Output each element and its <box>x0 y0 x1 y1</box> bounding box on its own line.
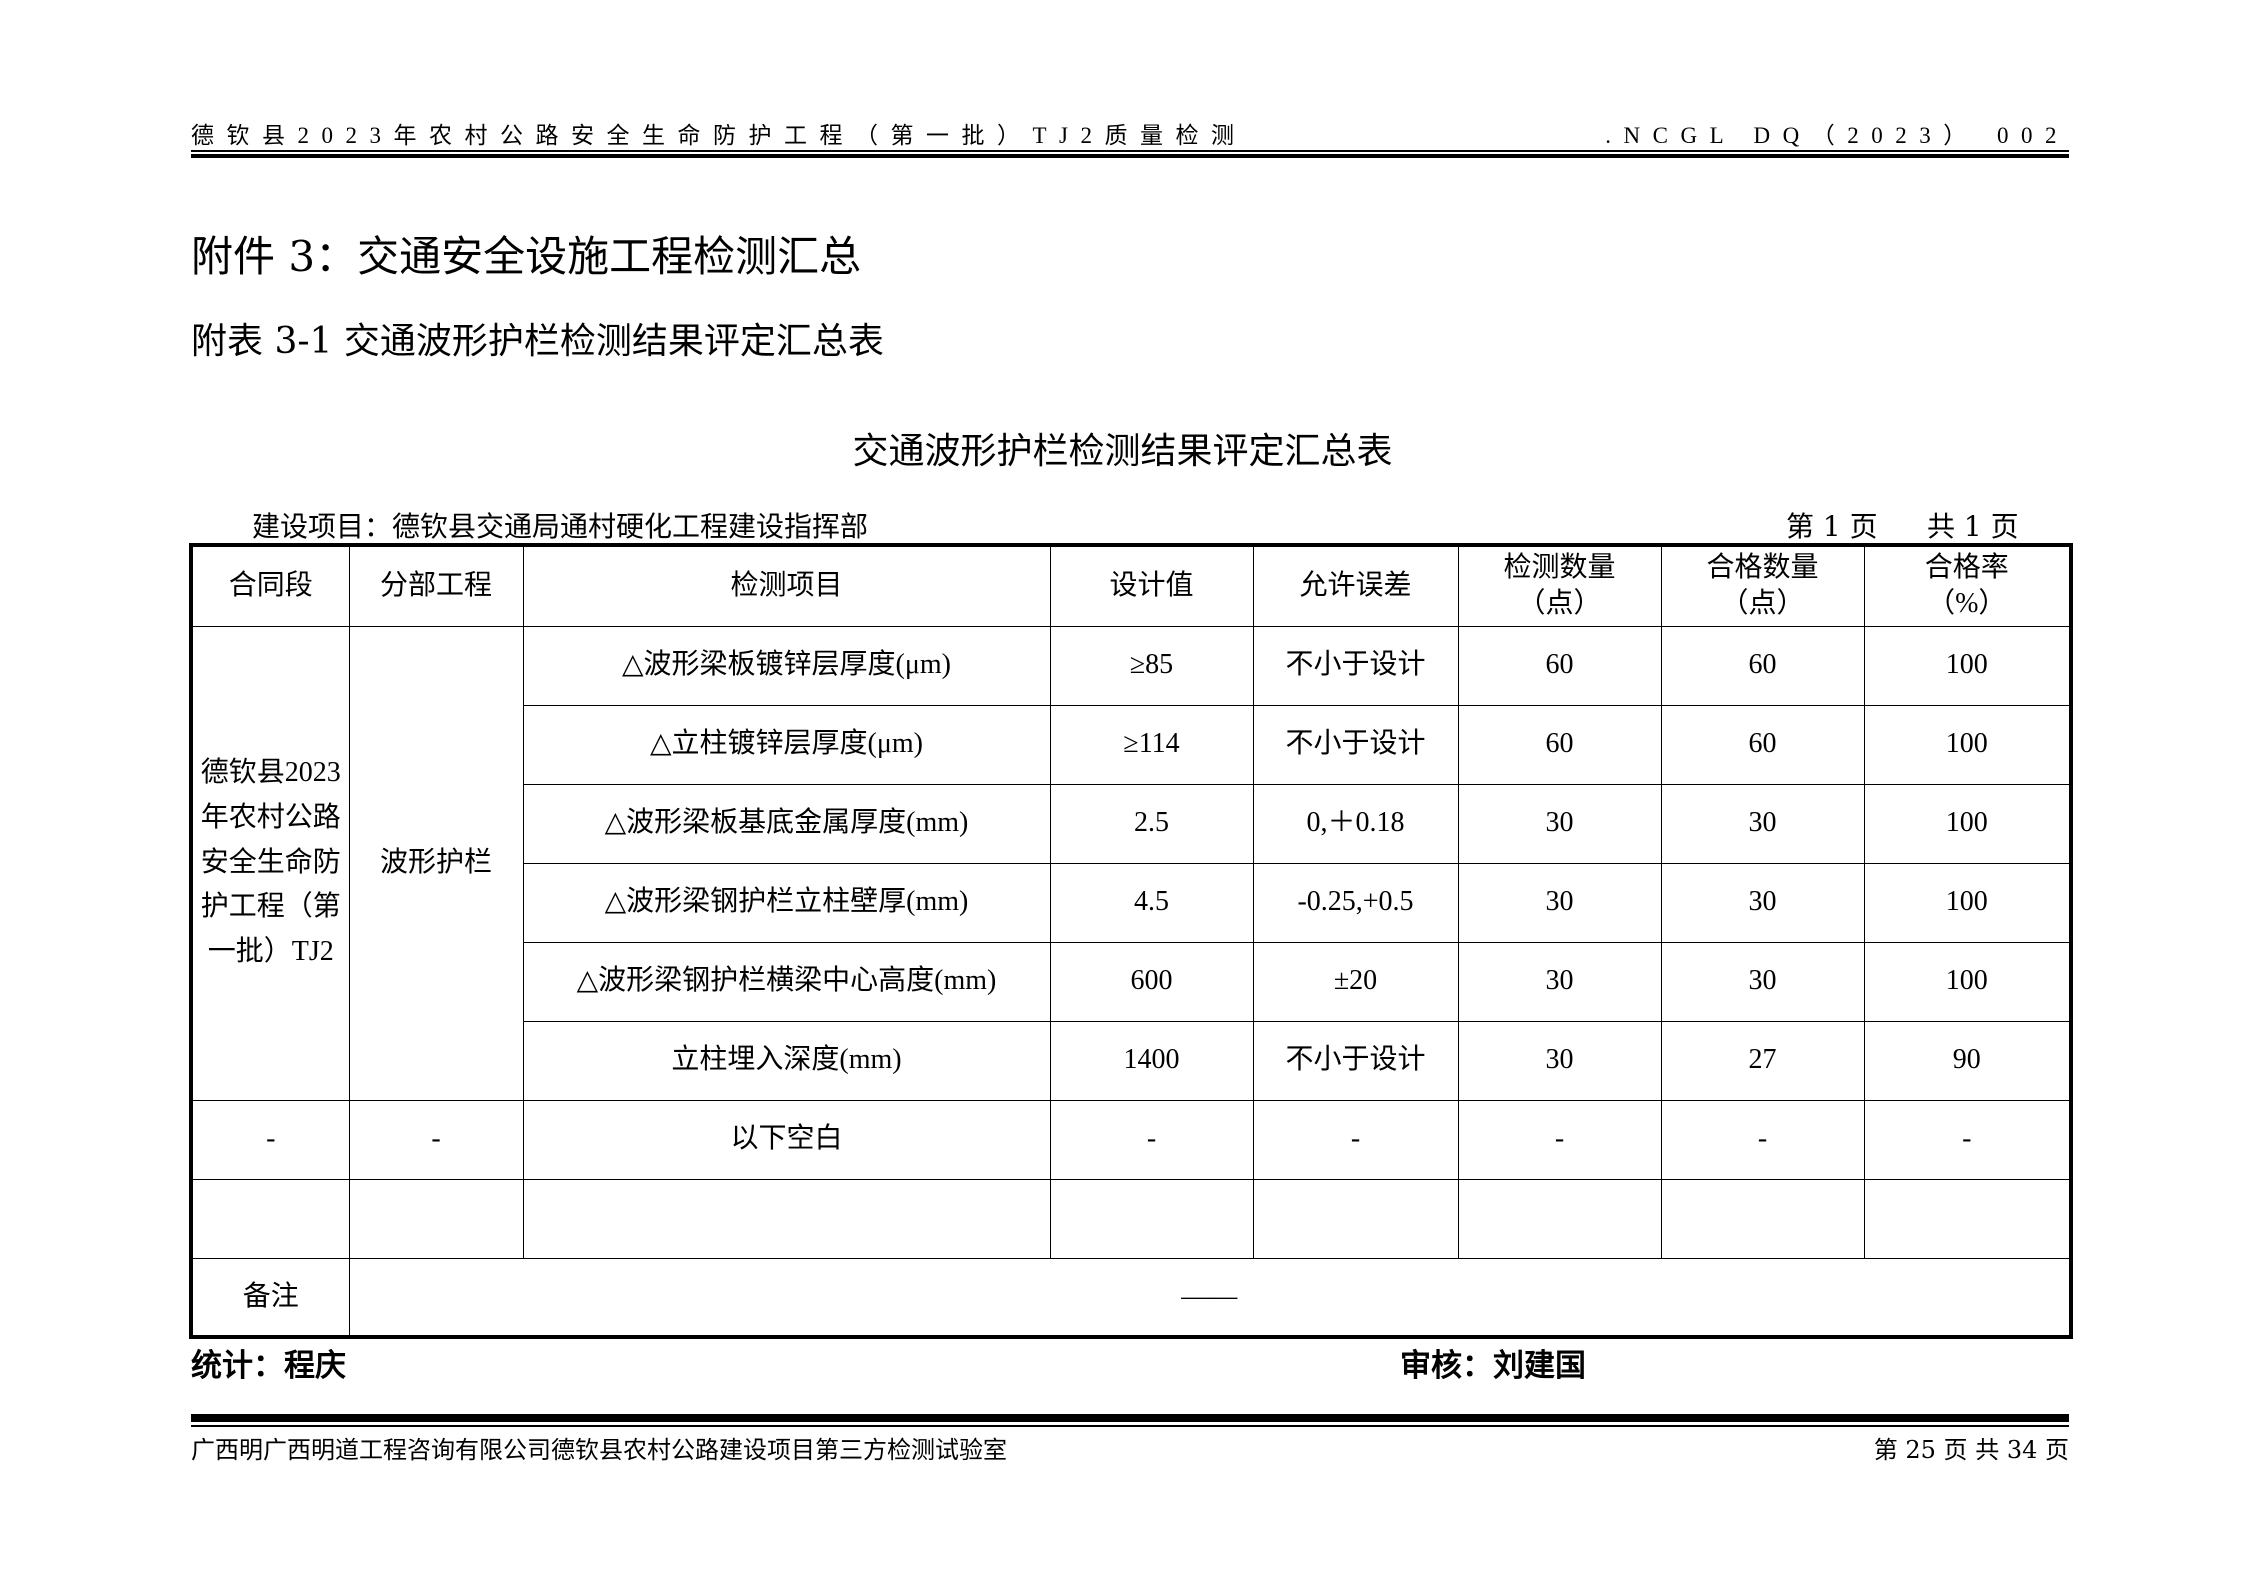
statistician: 统计：程庆 <box>191 1348 346 1384</box>
cell: ≥114 <box>1049 704 1254 785</box>
cell: 30 <box>1660 862 1865 943</box>
table-header-row: 合同段 分部工程 检测项目 设计值 允许误差 检测数量（点） 合格数量（点） 合… <box>190 544 2072 627</box>
cell: 30 <box>1457 1020 1662 1101</box>
cell: 90 <box>1863 1020 2072 1101</box>
col-header: 检测数量（点） <box>1457 544 1662 627</box>
running-header-title: 德钦县2023年农村公路安全生命防护工程（第一批）TJ2质量检测 <box>191 123 1247 148</box>
cell: 60 <box>1457 625 1662 706</box>
running-header-code: .NCGL DQ（2023） 002 <box>1605 123 2069 148</box>
subsection-title: 附表 3-1 交通波形护栏检测结果评定汇总表 <box>191 321 884 362</box>
blank-row: - - 以下空白 - - - - - <box>190 1099 2072 1180</box>
header-rule-thick <box>191 154 2069 158</box>
footer-rule-thin <box>191 1425 2069 1427</box>
cell: △波形梁钢护栏横梁中心高度(mm) <box>522 941 1051 1022</box>
remark-row: 备注 —— <box>190 1257 2072 1338</box>
contract-cell: 德钦县2023年农村公路安全生命防护工程（第一批）TJ2 <box>190 625 350 1101</box>
empty-row <box>190 1178 2072 1259</box>
cell: 0,＋0.18 <box>1252 783 1459 864</box>
cell: 不小于设计 <box>1252 625 1459 706</box>
table-title: 交通波形护栏检测结果评定汇总表 <box>852 431 1393 472</box>
cell: 不小于设计 <box>1252 704 1459 785</box>
cell: - <box>1252 1099 1459 1180</box>
footer-organization: 广西明广西明道工程咨询有限公司德钦县农村公路建设项目第三方检测试验室 <box>191 1436 1007 1464</box>
part-cell: 波形护栏 <box>348 625 524 1101</box>
table-row: △波形梁钢护栏横梁中心高度(mm) 600 ±20 30 30 100 <box>191 941 2072 1022</box>
remark-label: 备注 <box>190 1257 350 1338</box>
cell: 100 <box>1863 625 2072 706</box>
cell: 不小于设计 <box>1252 1020 1459 1101</box>
cell: △波形梁板基底金属厚度(mm) <box>522 783 1051 864</box>
col-header: 合格数量（点） <box>1660 544 1865 627</box>
cell: ±20 <box>1252 941 1459 1022</box>
cell: - <box>1457 1099 1662 1180</box>
cell: - <box>190 1099 350 1180</box>
cell: 60 <box>1457 704 1662 785</box>
cell: 100 <box>1863 704 2072 785</box>
cell: -0.25,+0.5 <box>1252 862 1459 943</box>
col-header: 设计值 <box>1049 544 1254 627</box>
footer-page-number: 第 25 页 共 34 页 <box>1873 1436 2069 1464</box>
cell: - <box>1049 1099 1254 1180</box>
col-header: 合同段 <box>190 544 350 627</box>
cell: 600 <box>1049 941 1254 1022</box>
cell: 30 <box>1660 941 1865 1022</box>
cell: - <box>348 1099 524 1180</box>
section-title: 附件 3：交通安全设施工程检测汇总 <box>191 232 862 281</box>
cell: 27 <box>1660 1020 1865 1101</box>
cell: 30 <box>1457 783 1662 864</box>
cell: 以下空白 <box>522 1099 1051 1180</box>
cell: 60 <box>1660 704 1865 785</box>
table-row: △波形梁板基底金属厚度(mm) 2.5 0,＋0.18 30 30 100 <box>191 783 2072 864</box>
cell: △波形梁板镀锌层厚度(μm) <box>522 625 1051 706</box>
col-header: 允许误差 <box>1252 544 1459 627</box>
cell: 2.5 <box>1049 783 1254 864</box>
cell: 30 <box>1457 862 1662 943</box>
cell: - <box>1660 1099 1865 1180</box>
table-row: △波形梁钢护栏立柱壁厚(mm) 4.5 -0.25,+0.5 30 30 100 <box>191 862 2072 943</box>
cell: 30 <box>1457 941 1662 1022</box>
table-row: 德钦县2023年农村公路安全生命防护工程（第一批）TJ2 波形护栏 △波形梁板镀… <box>190 625 2072 1101</box>
cell: △立柱镀锌层厚度(μm) <box>522 704 1051 785</box>
cell: 1400 <box>1049 1020 1254 1101</box>
remark-value: —— <box>348 1257 2072 1338</box>
cell: 100 <box>1863 941 2072 1022</box>
cell: 100 <box>1863 783 2072 864</box>
footer-rule-thick <box>191 1414 2069 1422</box>
cell: ≥85 <box>1049 625 1254 706</box>
project-label: 建设项目：德钦县交通局通村硬化工程建设指挥部 <box>252 510 869 543</box>
col-header: 检测项目 <box>522 544 1051 627</box>
page-number: 第 1 页 <box>1786 510 1878 543</box>
cell: 30 <box>1660 783 1865 864</box>
col-header: 合格率（%） <box>1863 544 2072 627</box>
cell: 4.5 <box>1049 862 1254 943</box>
cell: 立柱埋入深度(mm) <box>522 1020 1051 1101</box>
col-header: 分部工程 <box>348 544 524 627</box>
cell: △波形梁钢护栏立柱壁厚(mm) <box>522 862 1051 943</box>
summary-table: 合同段 分部工程 检测项目 设计值 允许误差 检测数量（点） 合格数量（点） 合… <box>189 543 2073 1339</box>
header-rule-thin <box>191 150 2069 152</box>
page-total: 共 1 页 <box>1927 510 2019 543</box>
cell: - <box>1863 1099 2072 1180</box>
reviewer: 审核：刘建国 <box>1400 1348 1586 1384</box>
cell: 100 <box>1863 862 2072 943</box>
cell: 60 <box>1660 625 1865 706</box>
table-row: 立柱埋入深度(mm) 1400 不小于设计 30 27 90 <box>191 1020 2072 1101</box>
